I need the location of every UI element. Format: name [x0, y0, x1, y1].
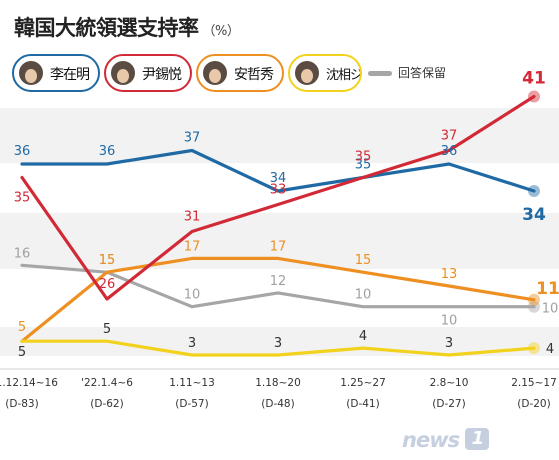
data-label: 31: [184, 210, 201, 225]
data-label: 35: [14, 191, 31, 206]
data-label: 26: [99, 277, 116, 292]
data-label: 15: [99, 253, 116, 268]
series-endpoint: [528, 300, 540, 313]
data-label: 35: [355, 158, 372, 173]
legend-line: [368, 71, 392, 76]
legend-item-yoon: 尹錫悦: [104, 54, 192, 92]
data-label: 36: [99, 144, 116, 159]
portrait-icon: [201, 59, 229, 87]
plot-band: [0, 108, 559, 163]
legend-label: 安哲秀: [234, 67, 274, 83]
data-label: 10: [355, 288, 372, 303]
series-endpoint: [528, 293, 540, 306]
x-tick-label: 1.18~20: [255, 377, 301, 389]
x-tick-sublabel: (D-57): [175, 398, 208, 410]
watermark-text: news: [402, 428, 460, 452]
data-label: 10: [441, 314, 458, 329]
data-label: 16: [14, 246, 31, 261]
series-endpoint: [528, 342, 540, 355]
portrait-icon: [17, 59, 45, 87]
data-label: 36: [441, 144, 458, 159]
watermark-mark: 1: [465, 428, 490, 450]
series-line: [20, 148, 536, 193]
data-label: 5: [18, 320, 26, 335]
legend-label: 李在明: [50, 67, 90, 83]
series-endpoint: [528, 90, 540, 103]
data-label: 10: [542, 302, 559, 317]
legend-label: 回答保留: [398, 66, 447, 80]
data-label: 5: [103, 322, 111, 337]
series-endpoint: [528, 185, 540, 197]
legend-label: 沈相ジョン: [326, 68, 362, 83]
chart-title: 韓国大統領選支持率 （%）: [14, 12, 240, 42]
data-label: 15: [99, 253, 116, 268]
watermark-logo: news 1: [402, 428, 490, 452]
chart-title-text: 韓国大統領選支持率: [14, 16, 199, 40]
chart-title-unit: （%）: [202, 24, 240, 39]
data-label: 37: [184, 131, 201, 146]
data-label: 37: [441, 129, 458, 144]
legend-item-ahn: 安哲秀: [196, 54, 284, 92]
data-label: 36: [14, 144, 31, 159]
data-label: 12: [270, 274, 287, 289]
x-tick-sublabel: (D-27): [432, 398, 465, 410]
data-label: 3: [274, 336, 282, 351]
data-label: 34: [522, 205, 546, 225]
series-line: [20, 339, 536, 357]
legend-label: 尹錫悦: [142, 67, 182, 83]
data-label: 15: [355, 253, 372, 268]
series-line: [20, 256, 536, 343]
data-label: 33: [270, 183, 287, 198]
portrait-icon: [293, 59, 321, 87]
data-label: 41: [522, 69, 546, 89]
x-tick-sublabel: (D-20): [517, 398, 550, 410]
legend-item-sim: 沈相ジョン: [288, 54, 362, 92]
data-label: 35: [355, 150, 372, 165]
data-label: 13: [441, 267, 458, 282]
x-tick-label: 2.8~10: [430, 377, 469, 389]
data-label: 34: [270, 171, 287, 186]
data-label: 17: [184, 239, 201, 254]
data-label: 10: [184, 288, 201, 303]
legend-item-undecided: 回答保留: [368, 54, 468, 92]
data-label: 3: [188, 336, 196, 351]
data-label: 4: [546, 342, 554, 357]
x-tick-sublabel: (D-48): [261, 398, 294, 410]
x-tick-label: 2.15~17: [511, 377, 557, 389]
data-label: 11: [536, 279, 559, 299]
data-label: 3: [445, 336, 453, 351]
x-tick-sublabel: (D-83): [5, 398, 38, 410]
data-label: 5: [18, 345, 26, 360]
series-line: [20, 94, 536, 301]
x-tick-sublabel: (D-41): [346, 398, 379, 410]
legend-item-lee: 李在明: [12, 54, 100, 92]
data-label: 17: [270, 239, 287, 254]
x-tick-label: '22.1.4~6: [81, 377, 133, 389]
x-tick-label: 1.25~27: [340, 377, 386, 389]
x-tick-label: '21.12.14~16: [0, 377, 58, 389]
data-label: 4: [359, 329, 367, 344]
portrait-icon: [109, 59, 137, 87]
x-tick-label: 1.11~13: [169, 377, 215, 389]
x-tick-sublabel: (D-62): [90, 398, 123, 410]
